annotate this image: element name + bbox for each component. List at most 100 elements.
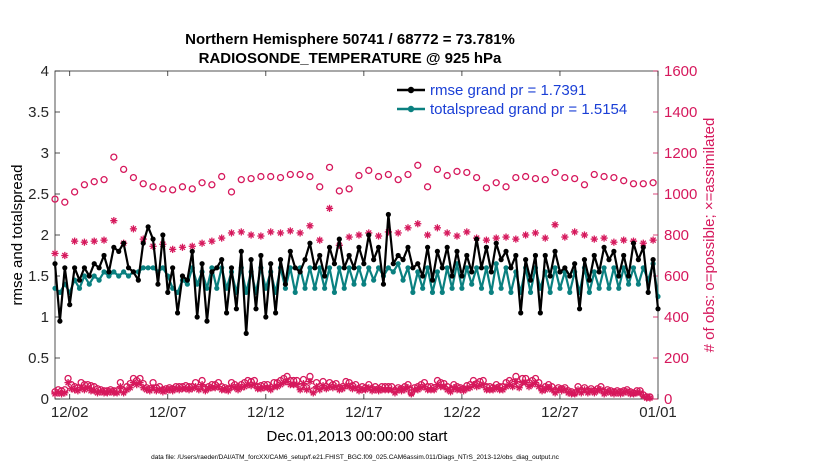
rmse-point <box>145 224 151 230</box>
rmse-point <box>194 314 200 320</box>
totalspread-point <box>611 265 617 271</box>
obs-possible-marker <box>463 168 471 177</box>
obs-assimilated-low-marker <box>97 388 105 396</box>
y-tick-label: 3.5 <box>28 104 49 121</box>
obs-assimilated-marker <box>453 232 461 240</box>
obs-possible-marker <box>90 178 98 186</box>
obs-possible-marker <box>551 168 559 177</box>
obs-assimilated-marker <box>218 234 226 242</box>
rmse-point <box>454 248 460 254</box>
obs-assimilated-low-marker <box>577 389 585 397</box>
obs-assimilated-low-marker <box>159 388 167 396</box>
obs-possible-marker <box>149 183 157 191</box>
y-right-tick-label: 1000 <box>664 186 697 203</box>
totalspread-point <box>415 269 421 275</box>
obs-assimilated-marker <box>80 238 89 246</box>
legend-spread-label: totalspread grand pr = 1.5154 <box>430 101 627 118</box>
obs-assimilated-marker <box>306 222 314 230</box>
obs-possible-marker <box>325 163 334 172</box>
rmse-point <box>326 244 333 250</box>
legend-box <box>393 79 651 119</box>
obs-possible-marker <box>492 179 500 187</box>
obs-assimilated-low-marker <box>64 379 72 387</box>
rmse-point <box>72 265 78 271</box>
obs-possible-marker <box>423 183 432 191</box>
obs-assimilated-low-marker <box>116 383 124 391</box>
obs-possible-marker <box>316 183 324 191</box>
rmse-point <box>474 236 480 242</box>
obs-assimilated-low-marker <box>306 377 314 386</box>
x-tick-label: 12/27 <box>541 404 579 421</box>
obs-assimilated-low-marker <box>296 386 304 394</box>
rmse-point <box>204 318 210 324</box>
rmse-point <box>552 248 558 254</box>
totalspread-point <box>282 285 289 291</box>
y-right-tick-label: 600 <box>664 268 689 285</box>
rmse-point <box>424 244 431 250</box>
totalspread-point <box>292 289 298 295</box>
x-tick-label: 12/17 <box>345 404 383 421</box>
obs-possible-marker <box>335 187 343 195</box>
rmse-point <box>214 265 220 271</box>
obs-assimilated-marker <box>129 225 138 233</box>
y-tick-label: 2.5 <box>28 186 49 203</box>
obs-possible-marker <box>561 173 569 182</box>
obs-assimilated-marker <box>276 229 285 237</box>
totalspread-point <box>459 285 465 291</box>
rmse-point <box>503 248 509 254</box>
rmse-point <box>483 244 490 250</box>
rmse-line <box>53 213 660 335</box>
obs-assimilated-low-marker <box>329 384 337 392</box>
totalspread-point <box>410 289 416 295</box>
totalspread-point <box>326 265 333 271</box>
rmse-point <box>625 273 632 279</box>
totalspread-point <box>331 289 338 295</box>
rmse-point <box>297 269 303 275</box>
rmse-point <box>645 289 651 295</box>
y-right-tick-label: 1200 <box>664 145 697 162</box>
obs-assimilated-marker <box>502 233 510 241</box>
rmse-point <box>233 306 239 312</box>
obs-possible-marker <box>541 175 549 184</box>
obs-assimilated-marker <box>423 231 432 239</box>
obs-assimilated-low-marker <box>136 379 144 387</box>
obs-assimilated-marker <box>590 235 598 243</box>
obs-assimilated-marker <box>110 217 118 225</box>
y-tick-label: 1 <box>41 309 49 326</box>
rmse-point <box>86 273 92 279</box>
obs-assimilated-low-marker <box>133 381 141 389</box>
rmse-point <box>248 257 254 263</box>
totalspread-point <box>86 281 92 287</box>
obs-assimilated-marker <box>610 238 618 246</box>
totalspread-point <box>625 281 632 287</box>
obs-possible-marker <box>208 181 216 189</box>
totalspread-point <box>493 261 499 267</box>
obs-assimilated-marker <box>169 245 177 253</box>
obs-assimilated-marker <box>374 232 383 240</box>
obs-assimilated-marker <box>247 231 255 239</box>
rmse-point <box>650 257 656 263</box>
obs-possible-marker <box>521 172 530 181</box>
obs-assimilated-marker <box>286 227 294 235</box>
totalspread-point <box>351 281 357 287</box>
totalspread-point <box>341 285 347 291</box>
rmse-point <box>312 265 318 271</box>
obs-possible-marker <box>531 174 540 183</box>
obs-possible-marker <box>100 175 108 184</box>
y-tick-label: 1.5 <box>28 268 49 285</box>
obs-assimilated-marker <box>61 251 69 260</box>
obs-assimilated-marker <box>90 237 98 245</box>
obs-possible-marker <box>472 173 481 182</box>
totalspread-point <box>474 265 480 271</box>
obs-possible-marker <box>296 170 304 179</box>
totalspread-point <box>478 285 485 291</box>
totalspread-point <box>527 289 534 295</box>
obs-assimilated-marker <box>522 231 530 239</box>
obs-possible-marker <box>306 172 314 181</box>
totalspread-point <box>557 285 563 291</box>
rmse-point <box>606 257 612 263</box>
rmse-point <box>498 257 504 263</box>
totalspread-point <box>302 285 308 291</box>
totalspread-point <box>160 265 166 271</box>
obs-possible-marker <box>257 172 265 181</box>
